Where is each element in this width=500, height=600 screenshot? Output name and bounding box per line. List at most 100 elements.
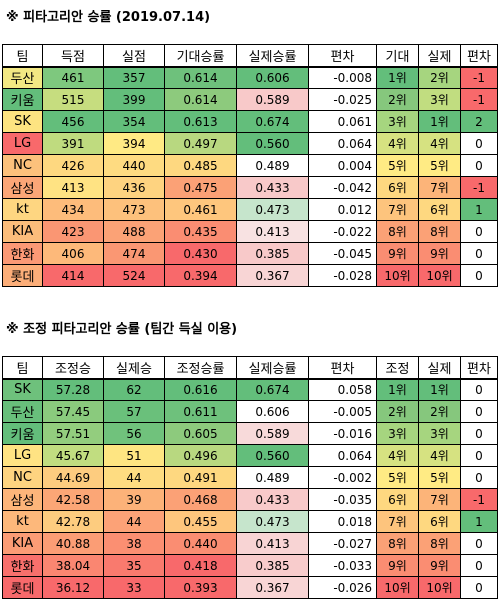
team-cell: SK [2, 378, 43, 401]
table-row: SK 456 354 0.613 0.674 0.061 3위 1위 2 [2, 110, 498, 133]
deviation-cell: -0.022 [308, 220, 377, 243]
table2-header-row: 팀 조정승 실제승 조정승률 실제승률 편차 조정 실제 편차 [2, 356, 498, 379]
deviation-cell: 0.004 [308, 154, 377, 177]
column-header: 편차 [308, 356, 377, 379]
rank-diff-cell: 0 [460, 242, 498, 265]
actual-pct-cell: 0.674 [236, 110, 309, 133]
table-row: kt 42.78 44 0.455 0.473 0.018 7위 6위 1 [2, 510, 498, 533]
table-row: LG 45.67 51 0.496 0.560 0.064 4위 4위 0 [2, 444, 498, 467]
expected-rank-cell: 3위 [376, 422, 419, 445]
team-cell: LG [2, 444, 43, 467]
team-cell: 키움 [2, 422, 43, 445]
actual-rank-cell: 8위 [418, 220, 461, 243]
second-stat-cell: 39 [103, 488, 165, 511]
first-stat-cell: 423 [42, 220, 104, 243]
expected-rank-cell: 4위 [376, 444, 419, 467]
actual-pct-cell: 0.674 [236, 378, 309, 401]
actual-rank-cell: 6위 [418, 510, 461, 533]
column-header: 기대승률 [164, 44, 237, 67]
team-cell: 한화 [2, 554, 43, 577]
first-stat-cell: 57.28 [42, 378, 104, 401]
expected-pct-cell: 0.614 [164, 66, 237, 89]
column-header: 실제 [418, 44, 461, 67]
deviation-cell: -0.028 [308, 264, 377, 287]
actual-rank-cell: 9위 [418, 554, 461, 577]
actual-pct-cell: 0.589 [236, 88, 309, 111]
second-stat-cell: 44 [103, 466, 165, 489]
deviation-cell: -0.002 [308, 466, 377, 489]
actual-rank-cell: 9위 [418, 242, 461, 265]
rank-diff-cell: 0 [460, 132, 498, 155]
column-header: 팀 [2, 44, 43, 67]
expected-pct-cell: 0.614 [164, 88, 237, 111]
column-header: 편차 [308, 44, 377, 67]
table2-title: ※ 조정 피타고리안 승률 (팀간 득실 이용) [6, 322, 238, 337]
expected-rank-cell: 8위 [376, 220, 419, 243]
team-cell: 키움 [2, 88, 43, 111]
second-stat-cell: 394 [103, 132, 165, 155]
table-row: 두산 57.45 57 0.611 0.606 -0.005 2위 2위 0 [2, 400, 498, 423]
table-row: KIA 423 488 0.435 0.413 -0.022 8위 8위 0 [2, 220, 498, 243]
team-cell: 롯데 [2, 264, 43, 287]
actual-rank-cell: 2위 [418, 66, 461, 89]
deviation-cell: -0.025 [308, 88, 377, 111]
deviation-cell: 0.061 [308, 110, 377, 133]
table-row: SK 57.28 62 0.616 0.674 0.058 1위 1위 0 [2, 378, 498, 401]
second-stat-cell: 35 [103, 554, 165, 577]
actual-rank-cell: 3위 [418, 422, 461, 445]
expected-pct-cell: 0.497 [164, 132, 237, 155]
second-stat-cell: 399 [103, 88, 165, 111]
table1-header-row: 팀 득점 실점 기대승률 실제승률 편차 기대 실제 편차 [2, 44, 498, 67]
first-stat-cell: 40.88 [42, 532, 104, 555]
actual-rank-cell: 5위 [418, 154, 461, 177]
actual-pct-cell: 0.385 [236, 554, 309, 577]
table-row: 한화 406 474 0.430 0.385 -0.045 9위 9위 0 [2, 242, 498, 265]
expected-rank-cell: 2위 [376, 88, 419, 111]
rank-diff-cell: -1 [460, 88, 498, 111]
actual-pct-cell: 0.413 [236, 220, 309, 243]
team-cell: KIA [2, 532, 43, 555]
second-stat-cell: 440 [103, 154, 165, 177]
actual-pct-cell: 0.489 [236, 154, 309, 177]
first-stat-cell: 414 [42, 264, 104, 287]
first-stat-cell: 434 [42, 198, 104, 221]
team-cell: 한화 [2, 242, 43, 265]
actual-pct-cell: 0.433 [236, 176, 309, 199]
expected-pct-cell: 0.418 [164, 554, 237, 577]
second-stat-cell: 488 [103, 220, 165, 243]
team-cell: 삼성 [2, 176, 43, 199]
column-header: 실제 [418, 356, 461, 379]
deviation-cell: 0.018 [308, 510, 377, 533]
column-header: 조정승률 [164, 356, 237, 379]
actual-rank-cell: 7위 [418, 488, 461, 511]
first-stat-cell: 44.69 [42, 466, 104, 489]
expected-rank-cell: 6위 [376, 176, 419, 199]
table-row: kt 434 473 0.461 0.473 0.012 7위 6위 1 [2, 198, 498, 221]
actual-rank-cell: 10위 [418, 264, 461, 287]
expected-rank-cell: 10위 [376, 576, 419, 599]
second-stat-cell: 473 [103, 198, 165, 221]
rank-diff-cell: -1 [460, 176, 498, 199]
second-stat-cell: 524 [103, 264, 165, 287]
second-stat-cell: 57 [103, 400, 165, 423]
expected-rank-cell: 2위 [376, 400, 419, 423]
expected-rank-cell: 9위 [376, 242, 419, 265]
actual-rank-cell: 4위 [418, 132, 461, 155]
first-stat-cell: 391 [42, 132, 104, 155]
actual-rank-cell: 6위 [418, 198, 461, 221]
adjusted-pythagorean-table: 팀 조정승 실제승 조정승률 실제승률 편차 조정 실제 편차 SK 57.28 62 0.616 0.… [2, 356, 498, 599]
actual-pct-cell: 0.413 [236, 532, 309, 555]
column-header: 편차 [460, 44, 498, 67]
table-row: 삼성 413 436 0.475 0.433 -0.042 6위 7위 -1 [2, 176, 498, 199]
rank-diff-cell: -1 [460, 66, 498, 89]
first-stat-cell: 36.12 [42, 576, 104, 599]
expected-rank-cell: 3위 [376, 110, 419, 133]
rank-diff-cell: 0 [460, 400, 498, 423]
column-header: 실제승률 [236, 356, 309, 379]
column-header: 조정승 [42, 356, 104, 379]
second-stat-cell: 33 [103, 576, 165, 599]
first-stat-cell: 413 [42, 176, 104, 199]
expected-rank-cell: 6위 [376, 488, 419, 511]
expected-rank-cell: 5위 [376, 154, 419, 177]
actual-pct-cell: 0.560 [236, 132, 309, 155]
